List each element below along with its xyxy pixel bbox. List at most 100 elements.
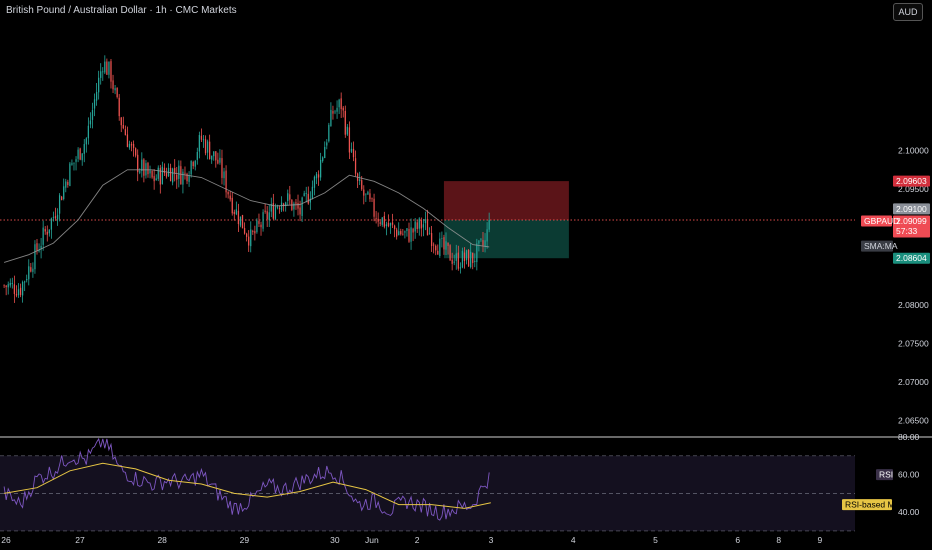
candle <box>313 175 316 196</box>
candle-body <box>420 219 422 229</box>
candle-body <box>414 221 416 232</box>
candle-body <box>470 251 472 268</box>
candle-body <box>344 110 346 135</box>
candle <box>28 259 30 286</box>
candle <box>445 232 447 256</box>
candle <box>455 244 457 270</box>
symbol-tag-bg <box>861 215 892 227</box>
candle <box>270 197 272 218</box>
candle <box>135 147 137 158</box>
candle-body <box>213 151 215 157</box>
candle-body <box>256 220 258 233</box>
candle <box>163 163 166 176</box>
candle <box>433 242 435 254</box>
candle <box>422 218 425 237</box>
candle <box>116 87 118 99</box>
candle-body <box>465 250 468 261</box>
candle-body <box>135 148 137 156</box>
candle <box>79 147 81 161</box>
candle <box>406 227 408 237</box>
candle-body <box>295 202 297 204</box>
candle <box>258 213 260 228</box>
candle-body <box>396 229 398 237</box>
candle-body <box>196 152 198 160</box>
candle <box>198 131 201 159</box>
candle <box>118 94 120 121</box>
candle-body <box>34 244 36 270</box>
candle-body <box>79 148 81 160</box>
candle <box>225 165 227 198</box>
candle <box>91 102 94 129</box>
candle-body <box>276 207 279 208</box>
candle <box>352 141 355 162</box>
candle-body <box>161 166 164 185</box>
candle <box>40 237 42 259</box>
candle-body <box>389 223 392 226</box>
candle-body <box>285 202 287 207</box>
candle <box>428 227 431 235</box>
stop-loss-zone <box>443 181 569 221</box>
candle-body <box>221 158 223 178</box>
candle-body <box>235 209 237 215</box>
candle-body <box>209 141 211 160</box>
candle-body <box>461 251 464 268</box>
candle <box>305 186 307 203</box>
last-price-tag-text: 57:33 <box>896 226 918 236</box>
time-axis[interactable]: 26 27 28 29 30 Jun 2 3 4 5 6 8 9 <box>1 535 822 545</box>
candle <box>50 217 53 239</box>
candle-body <box>309 198 311 203</box>
candle <box>414 217 416 239</box>
target-price-tag: 2.08604 <box>893 252 930 264</box>
candle-body <box>268 212 270 221</box>
candle-body <box>174 168 176 174</box>
candle <box>67 179 69 188</box>
candle <box>211 155 213 164</box>
candle <box>400 228 402 236</box>
candle <box>373 193 375 222</box>
candle <box>266 206 268 227</box>
candle-body <box>110 61 112 82</box>
candle <box>145 160 147 179</box>
currency-button[interactable]: AUD <box>893 3 923 21</box>
candle <box>69 161 71 187</box>
candle-body <box>58 195 61 214</box>
candle-body <box>139 171 141 173</box>
candle-body <box>359 179 361 182</box>
candle-body <box>48 229 50 234</box>
candle <box>307 186 309 205</box>
candle <box>248 230 250 252</box>
candle <box>385 221 388 236</box>
candle-body <box>38 250 40 252</box>
candle-body <box>352 148 355 158</box>
candle-body <box>313 176 316 188</box>
price-axis[interactable]: 2.10000 2.09500 2.08000 2.07500 2.07000 2.065… <box>842 145 930 517</box>
candle-body <box>486 229 488 242</box>
candle <box>81 153 83 166</box>
candle-body <box>67 181 69 185</box>
candle-body <box>9 282 11 286</box>
candle <box>42 220 44 251</box>
candle-body <box>451 259 453 264</box>
candle <box>3 284 5 288</box>
candle-body <box>108 61 110 75</box>
candle-body <box>233 211 235 214</box>
candle <box>408 222 410 243</box>
candle-body <box>467 250 470 267</box>
candle <box>17 283 20 298</box>
candle <box>98 70 100 100</box>
candle-body <box>93 99 96 109</box>
candle-body <box>383 215 385 227</box>
candle <box>418 217 420 236</box>
candle-body <box>387 222 390 227</box>
candle-body <box>449 245 451 261</box>
candle <box>309 191 311 210</box>
candle-body <box>340 98 342 110</box>
candle-body <box>245 233 248 237</box>
time-tick-label: 4 <box>571 535 576 545</box>
candle-body <box>202 139 205 141</box>
candle <box>13 275 16 303</box>
candle-body <box>426 219 429 236</box>
candle-body <box>89 120 92 125</box>
candle <box>484 233 486 253</box>
